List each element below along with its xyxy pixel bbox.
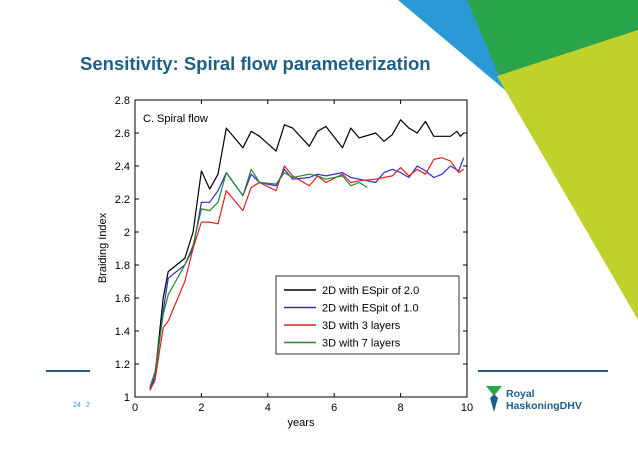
page-number: 24 xyxy=(73,402,81,409)
chart-panel: 0 2 4 6 8 10 1 1.2 1.4 1.6 1.8 2 2.2 2.4 2.6 2.8 C. Spi… xyxy=(90,86,476,438)
chart-title: C. Spiral flow xyxy=(143,113,208,125)
legend-label: 3D with 3 layers xyxy=(322,320,401,332)
y-tick-label: 1.2 xyxy=(115,359,130,371)
royal-haskoning-logo: Royal HaskoningDHV xyxy=(484,382,594,418)
y-tick-label: 1.8 xyxy=(115,260,130,272)
lime-wedge-shape xyxy=(497,30,638,320)
x-tick-label: 0 xyxy=(132,402,138,414)
legend-label: 2D with ESpit of 1.0 xyxy=(322,303,419,315)
series-line-3d-with-7-layers xyxy=(149,168,368,388)
slide-title: Sensitivity: Spiral flow parameterizatio… xyxy=(80,53,431,74)
x-tick-label: 10 xyxy=(461,402,473,414)
legend-box xyxy=(275,275,460,355)
x-axis-label: years xyxy=(288,417,315,429)
left-divider xyxy=(46,370,106,372)
y-axis-label: Braiding Index xyxy=(97,212,109,283)
y-tick-label: 2 xyxy=(124,227,130,239)
y-tick-label: 1.6 xyxy=(115,293,130,305)
brand-mark-icon xyxy=(486,386,502,412)
x-tick-label: 2 xyxy=(198,402,204,414)
series-line-3d-with-3-layers xyxy=(149,157,465,391)
series-line-2d-with-espir-of-2-0 xyxy=(149,119,465,390)
legend-label: 2D with ESpir of 2.0 xyxy=(322,285,419,297)
x-tick-label: 8 xyxy=(398,402,404,414)
y-tick-label: 1 xyxy=(124,392,130,404)
y-tick-label: 1.4 xyxy=(115,326,130,338)
y-tick-label: 2.4 xyxy=(115,161,130,173)
legend-label: 3D with 7 layers xyxy=(322,338,401,350)
y-tick-label: 2.2 xyxy=(115,194,130,206)
brand-line-2: HaskoningDHV xyxy=(506,400,582,412)
x-tick-label: 4 xyxy=(265,402,271,414)
right-divider xyxy=(478,370,608,372)
braiding-index-chart: 0 2 4 6 8 10 1 1.2 1.4 1.6 1.8 2 2.2 2.4 2.6 2.8 C. Spi… xyxy=(97,95,473,429)
brand-line-1: Royal xyxy=(506,388,535,400)
legend: 2D with ESpir of 2.0 2D with ESpit of 1.0… xyxy=(275,275,460,355)
x-tick-label: 6 xyxy=(331,402,337,414)
y-tick-label: 2.8 xyxy=(115,95,130,107)
y-tick-label: 2.6 xyxy=(115,128,130,140)
page-number-partial: 2( xyxy=(86,402,92,409)
